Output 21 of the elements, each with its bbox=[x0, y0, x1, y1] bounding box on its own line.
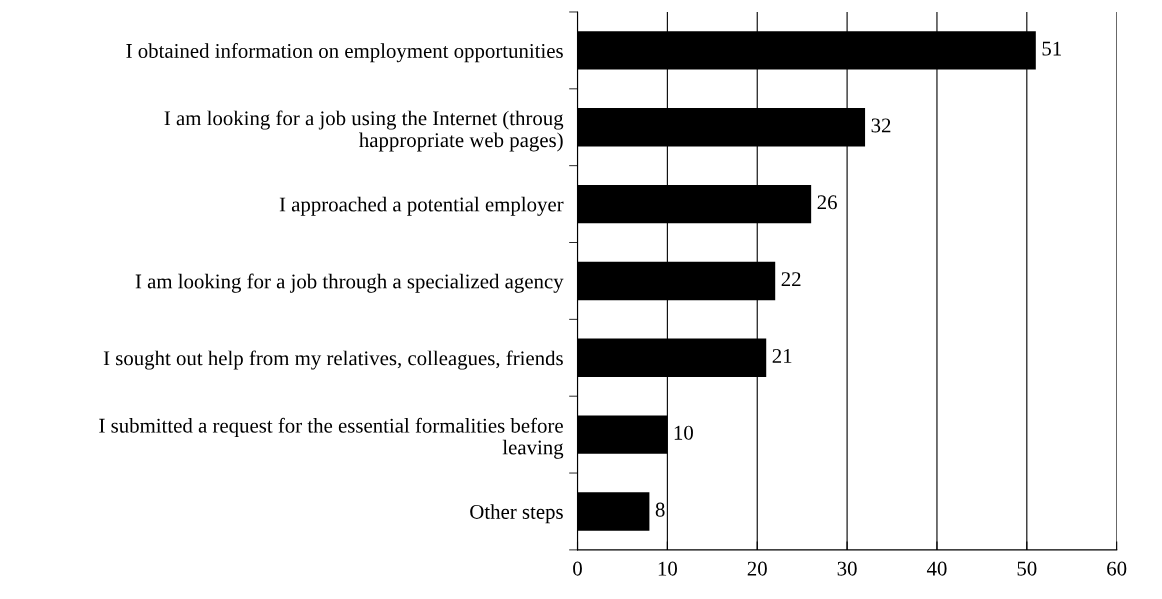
y-tick-label: I am looking for a job using the Internet (throug happropriate web pages) bbox=[164, 110, 564, 152]
y-tick-label: I approached a potential employer bbox=[279, 196, 564, 216]
x-tick-label: 40 bbox=[926, 561, 947, 576]
data-label: 10 bbox=[674, 425, 693, 440]
y-tick-label: I am looking for a job through a specialized agency bbox=[135, 273, 564, 293]
y-tick-label: I obtained information on employment opportunities bbox=[126, 43, 563, 63]
y-tick-label: I sought out help from my relatives, colleagues, friends bbox=[103, 350, 563, 370]
data-label: 21 bbox=[772, 348, 792, 363]
x-tick-label: 30 bbox=[837, 561, 857, 576]
data-label: 32 bbox=[871, 118, 891, 133]
y-tick-label: I submitted a request for the essential formalities before leaving bbox=[99, 417, 564, 459]
y-tick-label: Other steps bbox=[470, 504, 563, 524]
x-tick-label: 0 bbox=[573, 561, 582, 576]
data-label: 26 bbox=[817, 195, 837, 210]
data-label: 8 bbox=[655, 502, 665, 517]
data-label: 51 bbox=[1042, 41, 1061, 56]
x-tick-label: 50 bbox=[1017, 561, 1037, 576]
x-tick-label: 20 bbox=[747, 561, 767, 576]
x-tick-label: 10 bbox=[658, 561, 677, 576]
data-label: 22 bbox=[781, 272, 801, 286]
x-tick-label: 60 bbox=[1107, 561, 1127, 576]
